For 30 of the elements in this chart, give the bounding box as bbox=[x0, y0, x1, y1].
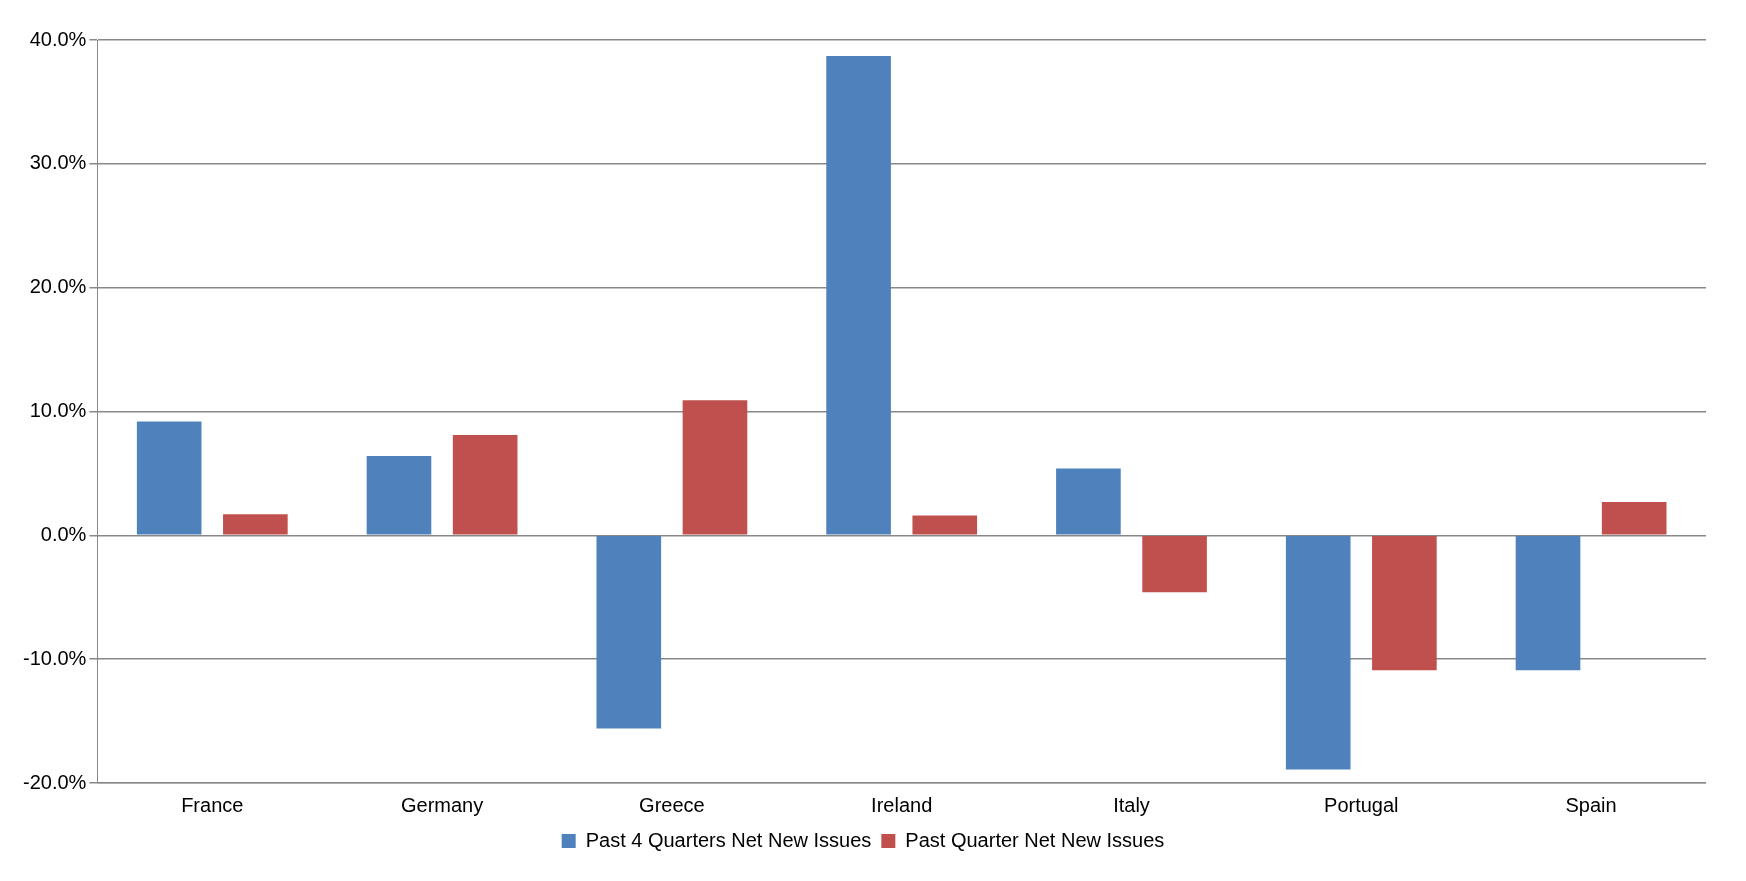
x-tick-label: Greece bbox=[639, 793, 705, 816]
y-tick-label: 30.0% bbox=[29, 151, 87, 174]
x-tick-label: Portugal bbox=[1324, 793, 1399, 816]
y-tick-label: 40.0% bbox=[29, 27, 87, 50]
y-tick-label: -10.0% bbox=[22, 646, 87, 669]
bar bbox=[1515, 536, 1581, 671]
bar bbox=[1142, 536, 1207, 593]
x-tick-label: Italy bbox=[1113, 793, 1150, 816]
bar bbox=[223, 514, 288, 535]
y-tick-label: -20.0% bbox=[22, 770, 87, 793]
bar bbox=[366, 456, 432, 535]
bar bbox=[826, 56, 891, 535]
x-tick-label: France bbox=[181, 793, 244, 816]
bar bbox=[1601, 501, 1667, 535]
y-tick-label: 0.0% bbox=[40, 522, 87, 545]
legend-label: Past 4 Quarters Net New Issues bbox=[585, 828, 872, 851]
bar bbox=[682, 400, 748, 535]
y-tick-label: 10.0% bbox=[29, 399, 87, 422]
x-tick-label: Spain bbox=[1565, 793, 1617, 816]
bar bbox=[596, 536, 662, 729]
legend-label: Past Quarter Net New Issues bbox=[905, 828, 1165, 851]
bar bbox=[1056, 468, 1121, 535]
bar bbox=[136, 421, 202, 535]
y-tick-label: 20.0% bbox=[29, 275, 87, 298]
bar bbox=[1372, 536, 1437, 671]
bar bbox=[1285, 536, 1351, 770]
x-tick-label: Ireland bbox=[871, 793, 933, 816]
bar bbox=[452, 435, 518, 535]
x-tick-label: Germany bbox=[400, 793, 484, 816]
bar bbox=[912, 515, 978, 535]
